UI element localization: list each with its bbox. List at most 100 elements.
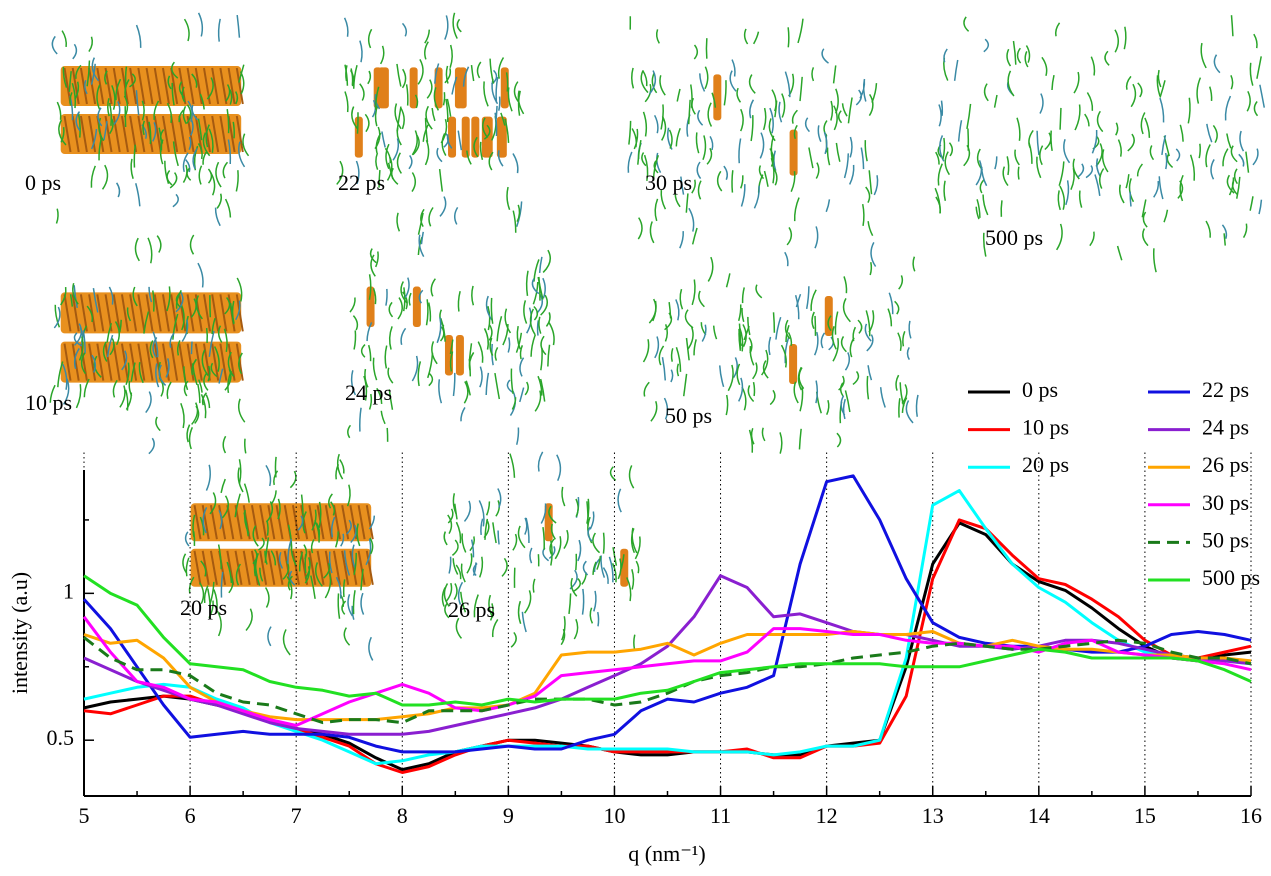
strand xyxy=(211,294,220,332)
x-tick-label: 8 xyxy=(397,803,408,828)
chain xyxy=(202,151,207,165)
chain xyxy=(794,294,800,320)
snapshot xyxy=(336,12,525,235)
chain xyxy=(617,558,622,580)
strand xyxy=(161,67,170,105)
chain xyxy=(1117,139,1122,157)
chain xyxy=(755,284,763,299)
chain xyxy=(1096,110,1104,133)
legend-label: 0 ps xyxy=(1022,377,1058,402)
chain xyxy=(229,302,235,325)
strand xyxy=(211,67,220,105)
chain xyxy=(512,153,519,174)
chain xyxy=(411,172,417,193)
chain xyxy=(226,108,230,134)
chain xyxy=(902,331,906,347)
chain xyxy=(966,103,972,129)
chain xyxy=(203,585,209,604)
chain xyxy=(847,97,853,124)
chain xyxy=(597,611,600,627)
strand xyxy=(267,550,276,585)
chain xyxy=(344,91,349,113)
strand xyxy=(259,550,268,585)
chain xyxy=(484,518,489,540)
chain xyxy=(353,552,357,575)
chain xyxy=(547,344,551,367)
chain xyxy=(440,118,448,144)
chain xyxy=(205,327,209,343)
chain xyxy=(799,385,804,412)
chain xyxy=(982,194,989,216)
chain xyxy=(866,334,874,352)
chain xyxy=(723,80,727,106)
chain xyxy=(656,152,662,173)
strand xyxy=(211,115,220,153)
chain xyxy=(227,370,232,394)
chain xyxy=(521,611,527,633)
chain xyxy=(72,43,78,60)
chain xyxy=(785,325,790,342)
chain xyxy=(627,151,633,173)
chain xyxy=(171,82,175,106)
strand xyxy=(357,550,366,585)
chain xyxy=(488,151,494,171)
chain xyxy=(539,378,546,402)
chain xyxy=(440,317,446,342)
strand xyxy=(63,67,72,105)
chain xyxy=(1127,133,1135,152)
chain xyxy=(529,547,533,564)
chain xyxy=(496,316,503,342)
chain xyxy=(1118,184,1125,204)
chain xyxy=(1179,124,1184,142)
chain xyxy=(784,71,791,98)
strand xyxy=(250,505,259,540)
chain xyxy=(58,119,67,146)
chain xyxy=(867,221,874,237)
chain xyxy=(346,519,352,535)
chain xyxy=(178,81,185,99)
strand xyxy=(186,67,195,105)
chain xyxy=(649,221,655,244)
chain xyxy=(365,538,372,566)
chain xyxy=(324,573,332,599)
chain xyxy=(1065,180,1070,206)
chain xyxy=(266,520,269,536)
chain xyxy=(682,373,688,397)
chain xyxy=(780,344,787,368)
chain xyxy=(1259,84,1266,108)
sheet xyxy=(354,116,363,158)
chain xyxy=(191,402,199,425)
chain xyxy=(676,363,680,377)
chain xyxy=(211,317,216,335)
chain xyxy=(124,79,130,98)
chain xyxy=(480,518,484,536)
strand xyxy=(235,67,244,105)
chain xyxy=(842,398,846,420)
chain xyxy=(704,66,709,90)
chain xyxy=(626,577,632,602)
sheet xyxy=(455,335,464,376)
chain xyxy=(490,297,494,324)
chain xyxy=(172,193,179,208)
chain xyxy=(752,362,758,380)
chain xyxy=(524,381,529,396)
chain xyxy=(323,562,331,579)
chain xyxy=(1130,83,1137,108)
chain xyxy=(238,141,246,168)
chain xyxy=(235,91,239,105)
chain xyxy=(445,65,449,84)
chain xyxy=(387,367,394,384)
chain xyxy=(793,124,798,140)
chain xyxy=(1161,135,1167,156)
chain xyxy=(328,493,333,509)
chain xyxy=(1226,174,1235,194)
chain xyxy=(943,48,948,63)
chain xyxy=(688,207,695,232)
chain xyxy=(69,92,73,106)
chain xyxy=(343,627,351,646)
chain xyxy=(663,397,669,420)
sheet xyxy=(789,129,798,176)
x-tick-label: 9 xyxy=(503,803,514,828)
